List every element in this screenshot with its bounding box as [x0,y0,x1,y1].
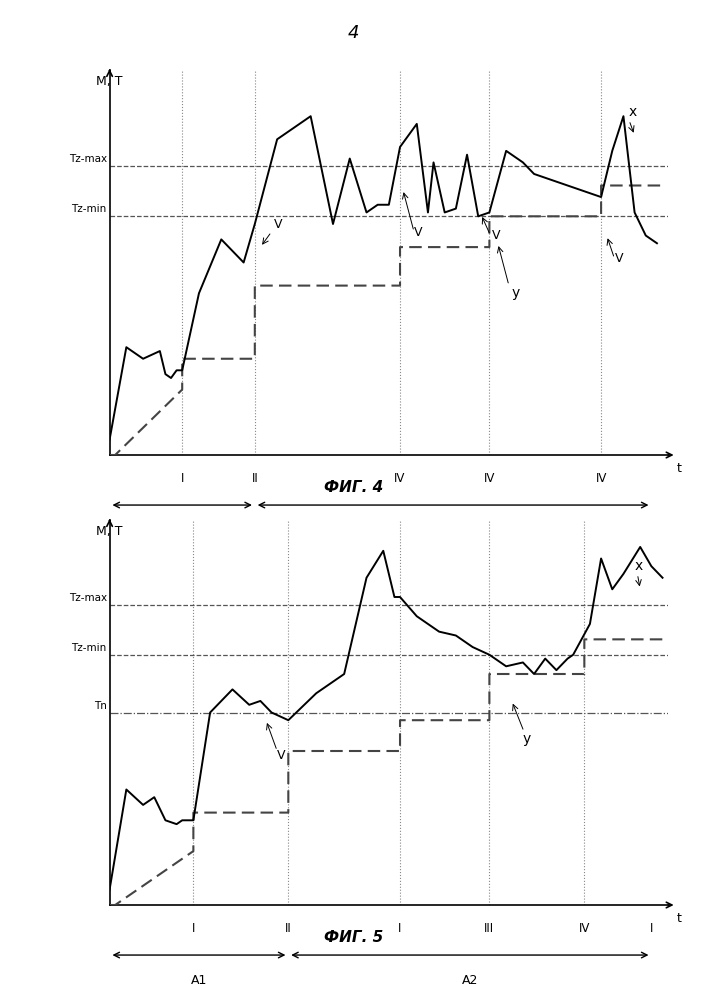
Text: x: x [635,559,643,573]
Text: I: I [398,922,402,935]
Text: ФИГ. 4: ФИГ. 4 [324,480,383,495]
Text: V: V [615,252,624,265]
Text: IV: IV [395,472,406,485]
Text: y: y [523,732,531,746]
Text: A2: A2 [445,524,461,537]
Text: I: I [192,922,195,935]
Text: x: x [629,105,637,119]
Text: II: II [285,922,292,935]
Text: I: I [180,472,184,485]
Text: V: V [414,226,423,239]
Text: t: t [677,462,682,475]
Text: IV: IV [484,472,495,485]
Text: 4: 4 [348,24,359,42]
Text: A2: A2 [462,974,478,987]
Text: A1: A1 [191,974,207,987]
Text: Tz-max: Tz-max [69,154,107,164]
Text: V: V [492,229,501,242]
Text: Tz-min: Tz-min [71,643,107,653]
Text: II: II [252,472,258,485]
Text: Tn: Tn [94,701,107,711]
Text: t: t [677,912,682,925]
Text: V: V [274,218,283,231]
Text: M, T: M, T [95,75,122,88]
Text: Tz-min: Tz-min [71,204,107,214]
Text: I: I [650,922,653,935]
Text: III: III [484,922,494,935]
Text: M, T: M, T [95,525,122,538]
Text: y: y [512,286,520,300]
Text: Tz-max: Tz-max [69,593,107,603]
Text: IV: IV [595,472,607,485]
Text: V: V [277,749,286,762]
Text: ФИГ. 5: ФИГ. 5 [324,930,383,945]
Text: A1: A1 [174,524,190,537]
Text: IV: IV [578,922,590,935]
